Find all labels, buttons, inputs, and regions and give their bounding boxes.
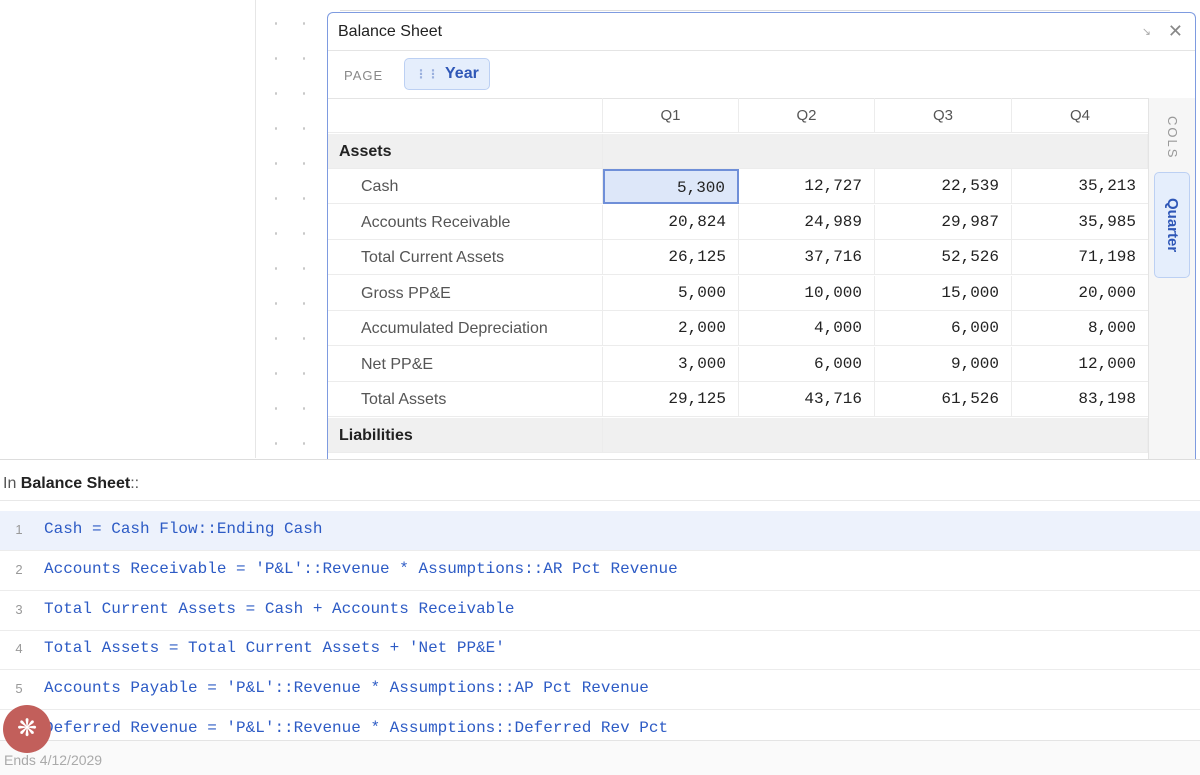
- page-row: PAGE ⋮⋮ Year: [328, 50, 1195, 99]
- footer-text: Ends 4/12/2029: [4, 752, 103, 768]
- cols-chip[interactable]: Quarter: [1154, 172, 1190, 278]
- row-label: Accumulated Depreciation: [328, 311, 603, 346]
- line-number: 3: [15, 601, 23, 617]
- selected-cell: 5,300: [603, 169, 739, 204]
- value-cell: 20,824: [603, 204, 739, 240]
- formula-text: Total Assets = Total Current Assets + 'N…: [44, 639, 505, 658]
- balance-sheet-panel: Balance Sheet ↘ ✕ PAGE ⋮⋮ Year Q1 Q2 Q3 Q4 As…: [327, 12, 1196, 459]
- row-label: Net PP&E: [328, 346, 603, 382]
- formula-line: 1 Cash = Cash Flow::Ending Cash: [0, 511, 1200, 551]
- cols-bar: COLS Quarter: [1148, 98, 1195, 459]
- column-header: Q4: [1012, 98, 1149, 133]
- page-chip[interactable]: ⋮⋮ Year: [404, 58, 490, 90]
- value-cell: 9,000: [875, 346, 1012, 382]
- suffix: ::: [130, 475, 140, 492]
- value-cell: 2,000: [603, 311, 739, 346]
- prefix: In: [3, 475, 17, 492]
- value-cell: 5,000: [603, 275, 739, 311]
- value-cell: 20,000: [1012, 275, 1149, 311]
- line-number: 5: [15, 681, 23, 697]
- value-cell: 15,000: [875, 275, 1012, 311]
- line-number: 4: [15, 641, 23, 657]
- formula-line: 4 Total Assets = Total Current Assets + '…: [0, 630, 1200, 671]
- background-sheet: [340, 0, 1170, 11]
- column-header: Q1: [603, 98, 739, 133]
- formula-text: Total Current Assets = Cash + Accounts R…: [44, 599, 515, 618]
- formula-bar: In Balance Sheet::: [0, 459, 1200, 501]
- line-number: 1: [15, 522, 23, 537]
- value-cell: 24,989: [739, 204, 875, 240]
- formula-line: 2 Accounts Receivable = 'P&L'::Revenue * …: [0, 551, 1200, 591]
- value-cell: 12,000: [1012, 346, 1149, 382]
- page-label: PAGE: [344, 68, 384, 83]
- value-cell: 71,198: [1012, 240, 1149, 275]
- value-cell: 12,727: [739, 169, 875, 204]
- value-cell: 10,000: [739, 275, 875, 311]
- bug-button[interactable]: ❋: [3, 705, 51, 753]
- section-header: Liabilities: [328, 417, 603, 453]
- section-fill: [603, 133, 1148, 169]
- formula-line: 6Deferred Revenue = 'P&L'::Revenue * Ass…: [0, 710, 1200, 740]
- formula-line: 5 Accounts Payable = 'P&L'::Revenue * Ass…: [0, 670, 1200, 711]
- value-cell: 8,000: [1012, 311, 1149, 346]
- close-button[interactable]: ✕: [1167, 21, 1183, 41]
- context: Balance Sheet: [20, 475, 131, 492]
- corner-cell: [328, 98, 603, 133]
- formula-text: Cash = Cash Flow::Ending Cash: [44, 520, 323, 538]
- value-cell: 35,213: [1012, 169, 1149, 204]
- canvas-dots: [255, 0, 328, 458]
- row-label: Accounts Receivable: [328, 204, 603, 240]
- value-cell: 52,526: [875, 240, 1012, 275]
- value-cell: 37,716: [739, 240, 875, 275]
- formula-context: In Balance Sheet::: [3, 475, 139, 493]
- formula-line: 3 Total Current Assets = Cash + Accounts …: [0, 591, 1200, 631]
- footer: Ends 4/12/2029: [0, 740, 1200, 775]
- value-cell: 61,526: [875, 382, 1012, 417]
- minimize-button[interactable]: ↘: [1141, 26, 1151, 38]
- row-label: Cash: [328, 169, 603, 204]
- row-label: Total Assets: [328, 382, 603, 417]
- value-cell: 6,000: [739, 346, 875, 382]
- cols-label: COLS: [1165, 116, 1180, 160]
- value-cell: 83,198: [1012, 382, 1149, 417]
- chip-text: Year: [445, 65, 479, 82]
- value-cell: 29,987: [875, 204, 1012, 240]
- value-cell: 43,716: [739, 382, 875, 417]
- formula-list: 1 Cash = Cash Flow::Ending Cash 2 Accounts …: [0, 511, 1200, 740]
- formula-text: Accounts Payable = 'P&L'::Revenue * Assu…: [44, 679, 649, 698]
- column-header: Q2: [739, 98, 875, 133]
- value-cell: 6,000: [875, 311, 1012, 346]
- line-number: 2: [15, 561, 23, 577]
- panel-title: Balance Sheet: [338, 23, 443, 40]
- value-cell: 22,539: [875, 169, 1012, 204]
- value-cell: 35,985: [1012, 204, 1149, 240]
- value-cell: 4,000: [739, 311, 875, 346]
- value-cell: 26,125: [603, 240, 739, 275]
- section-fill: [603, 417, 1148, 453]
- formula-text: Deferred Revenue = 'P&L'::Revenue * Assu…: [44, 719, 669, 737]
- section-header: Assets: [328, 133, 603, 169]
- value-cell: 3,000: [603, 346, 739, 382]
- value-cell: 29,125: [603, 382, 739, 417]
- row-label: Total Current Assets: [328, 240, 603, 275]
- row-label: Gross PP&E: [328, 275, 603, 311]
- column-header: Q3: [875, 98, 1012, 133]
- formula-text: Accounts Receivable = 'P&L'::Revenue * A…: [44, 559, 678, 578]
